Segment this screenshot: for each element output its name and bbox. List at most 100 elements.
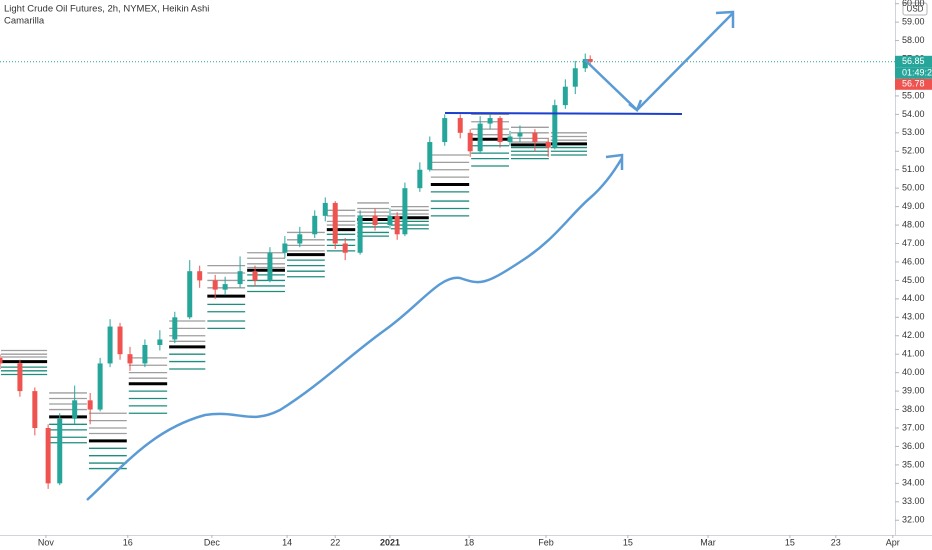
candle-body — [582, 59, 588, 69]
candle-body — [17, 363, 23, 392]
candle-body — [342, 243, 348, 253]
candle-body — [312, 215, 318, 235]
candle-body — [545, 142, 551, 148]
drawn-level — [444, 112, 683, 115]
x-tick-label: 15 — [785, 537, 795, 547]
y-tick-label: 37.00 — [902, 422, 925, 432]
candle-body — [107, 326, 113, 364]
candle-body — [87, 400, 93, 410]
candle-body — [72, 400, 78, 419]
candle-body — [252, 271, 258, 281]
y-tick-label: 51.00 — [902, 164, 925, 174]
candle-body — [197, 271, 203, 281]
candle-body — [467, 132, 473, 152]
y-tick-label: 48.00 — [902, 219, 925, 229]
candle-body — [532, 132, 538, 143]
chart-title: Light Crude Oil Futures, 2h, NYMEX, Heik… — [4, 4, 209, 15]
x-tick-label: Mar — [700, 537, 716, 547]
candle-body — [127, 354, 133, 364]
y-tick-label: 43.00 — [902, 312, 925, 322]
y-tick-label: 33.00 — [902, 496, 925, 506]
y-tick-label: 54.00 — [902, 109, 925, 119]
annotations — [86, 10, 735, 501]
candle-body — [562, 86, 568, 106]
candle-body — [297, 234, 303, 244]
candle-body — [172, 317, 178, 340]
y-tick-label: 40.00 — [902, 367, 925, 377]
x-tick-label: Feb — [538, 537, 554, 547]
candle-body — [572, 68, 578, 87]
countdown: 01:49:2 — [902, 68, 932, 78]
countdown-box — [895, 67, 932, 79]
candle-body — [45, 428, 51, 484]
plot — [0, 53, 895, 489]
candle-body — [357, 215, 363, 253]
drawn-arrowheads — [628, 10, 735, 112]
candle-body — [394, 215, 400, 235]
candle-body — [237, 271, 243, 285]
candle-body — [587, 59, 593, 62]
candle-body — [142, 344, 148, 364]
candle-body — [212, 280, 218, 290]
drawn-curve — [86, 157, 624, 501]
x-tick-label: Nov — [38, 537, 55, 547]
candle-body — [427, 142, 433, 170]
x-tick-label: 18 — [464, 537, 474, 547]
x-tick-label: Dec — [204, 537, 221, 547]
prev-price-label: 56.78 — [902, 79, 925, 89]
candle-body — [507, 136, 513, 143]
y-tick-label: 46.00 — [902, 256, 925, 266]
y-tick-label: 47.00 — [902, 238, 925, 248]
y-tick-label: 36.00 — [902, 441, 925, 451]
x-tick-label: Apr — [886, 537, 900, 547]
candle-body — [387, 215, 393, 226]
candle-body — [457, 118, 463, 133]
candle-body — [552, 105, 558, 148]
y-tick-label: 45.00 — [902, 275, 925, 285]
currency: USD — [907, 5, 924, 14]
candle-body — [157, 339, 163, 345]
candle-body — [57, 418, 63, 484]
x-tick-label: 23 — [831, 537, 841, 547]
y-tick-label: 55.00 — [902, 90, 925, 100]
x-tick-label: 16 — [123, 537, 133, 547]
y-tick-label: 42.00 — [902, 330, 925, 340]
last-price-label: 56.85 — [902, 56, 925, 66]
x-tick-label: 15 — [623, 537, 633, 547]
y-tick-label: 38.00 — [902, 404, 925, 414]
y-tick-label: 49.00 — [902, 201, 925, 211]
candle-body — [32, 391, 38, 428]
y-tick-label: 58.00 — [902, 35, 925, 45]
candle-body — [322, 202, 328, 216]
candle-body — [332, 202, 338, 244]
x-tick-label: 22 — [330, 537, 340, 547]
candle-body — [282, 243, 288, 253]
candle-body — [222, 284, 228, 290]
y-tick-label: 39.00 — [902, 385, 925, 395]
y-tick-label: 53.00 — [902, 127, 925, 137]
y-tick-label: 52.00 — [902, 146, 925, 156]
candle-body — [187, 271, 193, 318]
last-price-box — [895, 55, 932, 68]
candle-body — [372, 215, 378, 226]
y-tick-label: 35.00 — [902, 459, 925, 469]
candle-body — [417, 169, 423, 189]
candle-body — [442, 118, 448, 143]
y-tick-label: 32.00 — [902, 515, 925, 525]
candle-body — [0, 357, 3, 364]
candle-body — [517, 132, 523, 137]
candle-body — [497, 118, 503, 143]
y-tick-label: 59.00 — [902, 17, 925, 27]
candle-body — [267, 252, 273, 281]
currency-box — [902, 2, 928, 16]
x-tick-label: 2021 — [380, 537, 400, 547]
y-tick-label: 44.00 — [902, 293, 925, 303]
candle-body — [402, 188, 408, 235]
indicator-name: Camarilla — [4, 16, 45, 27]
candle-body — [477, 123, 483, 152]
y-tick-label: 41.00 — [902, 349, 925, 359]
y-tick-label: 60.00 — [902, 0, 925, 8]
candle-body — [117, 326, 123, 355]
